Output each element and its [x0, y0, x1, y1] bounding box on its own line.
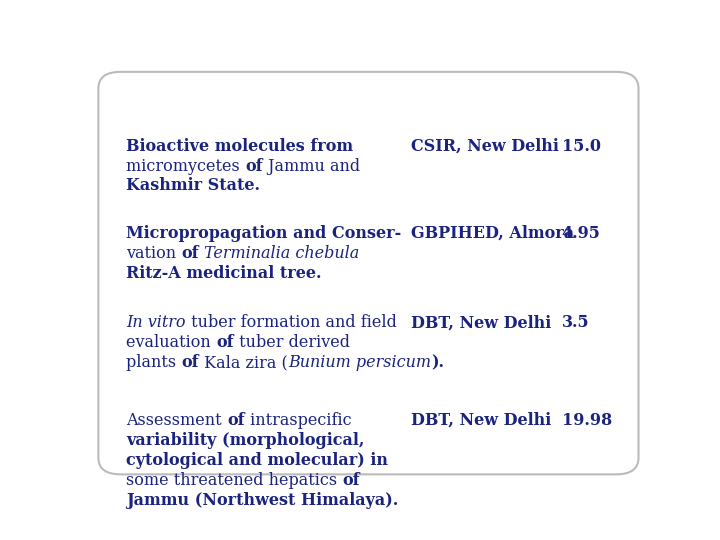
Text: Bunium persicum: Bunium persicum [288, 354, 431, 371]
Text: Bioactive molecules from: Bioactive molecules from [126, 138, 354, 154]
Text: GBPIHED, Almora: GBPIHED, Almora [411, 225, 574, 242]
Text: some threatened hepatics: some threatened hepatics [126, 472, 343, 489]
Text: DBT, New Delhi: DBT, New Delhi [411, 314, 551, 331]
Text: Terminalia chebula: Terminalia chebula [204, 245, 359, 262]
Text: 4.95: 4.95 [562, 225, 600, 242]
Text: Kala zira (: Kala zira ( [199, 354, 288, 371]
Text: Kashmir State.: Kashmir State. [126, 178, 260, 194]
Text: of: of [181, 354, 199, 371]
Text: Jammu (Northwest Himalaya).: Jammu (Northwest Himalaya). [126, 492, 399, 509]
Text: ).: ). [431, 354, 444, 371]
Text: of: of [227, 412, 245, 429]
Text: In vitro: In vitro [126, 314, 186, 331]
Text: DBT, New Delhi: DBT, New Delhi [411, 412, 551, 429]
FancyBboxPatch shape [99, 72, 639, 474]
Text: of: of [245, 158, 263, 174]
Text: of: of [216, 334, 234, 351]
Text: CSIR, New Delhi: CSIR, New Delhi [411, 138, 559, 154]
Text: cytological and molecular) in: cytological and molecular) in [126, 452, 388, 469]
Text: Ritz-A medicinal tree.: Ritz-A medicinal tree. [126, 265, 322, 282]
Text: 19.98: 19.98 [562, 412, 612, 429]
Text: micromycetes: micromycetes [126, 158, 245, 174]
Text: of: of [181, 245, 199, 262]
Text: Micropropagation and Conser-: Micropropagation and Conser- [126, 225, 402, 242]
Text: plants: plants [126, 354, 181, 371]
Text: intraspecific: intraspecific [245, 412, 351, 429]
Text: tuber derived: tuber derived [234, 334, 350, 351]
Text: evaluation: evaluation [126, 334, 216, 351]
Text: 3.5: 3.5 [562, 314, 589, 331]
Text: of: of [343, 472, 360, 489]
Text: variability (morphological,: variability (morphological, [126, 432, 364, 449]
Text: 15.0: 15.0 [562, 138, 600, 154]
Text: vation: vation [126, 245, 181, 262]
Text: Jammu and: Jammu and [263, 158, 360, 174]
Text: tuber formation and field: tuber formation and field [186, 314, 397, 331]
Text: Assessment: Assessment [126, 412, 227, 429]
